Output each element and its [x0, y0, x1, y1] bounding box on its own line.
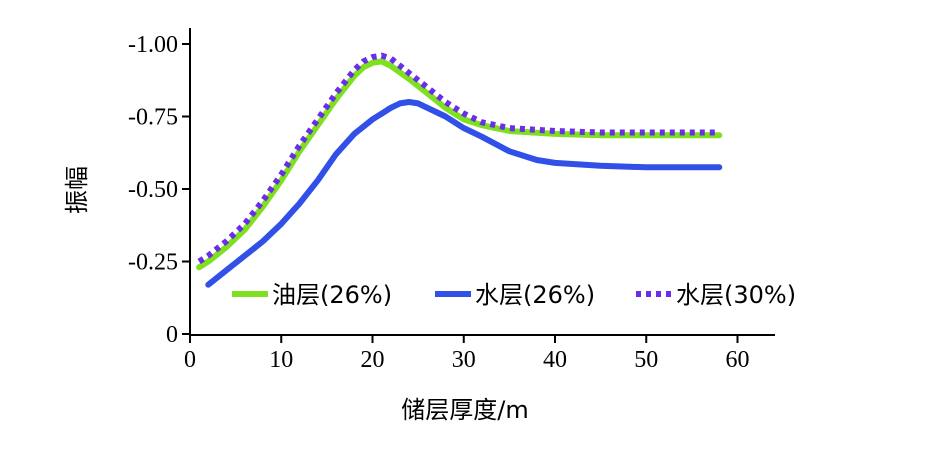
x-tick-label: 40 [543, 347, 567, 373]
x-tick-label: 20 [361, 347, 385, 373]
x-tick-label: 0 [184, 347, 196, 373]
y-axis-title: 振幅 [63, 166, 91, 214]
axes: 0 10 20 30 40 50 60 0 -0.25 -0.50 -0.75 -1.00 [128, 28, 775, 373]
y-tick-label: -1.00 [128, 32, 178, 58]
series-layer [196, 52, 723, 288]
legend: 油层(26%) 水层(26%) 水层(30%) [232, 281, 796, 309]
y-tick-label: -0.25 [128, 250, 178, 276]
y-tick-label: -0.50 [128, 177, 178, 203]
series-line-2 [205, 99, 723, 288]
x-tick-label: 50 [634, 347, 658, 373]
x-tick-label: 10 [269, 347, 293, 373]
x-tick-label: 30 [452, 347, 476, 373]
series-line-3 [197, 52, 720, 265]
y-tick-label: 0 [166, 322, 178, 348]
x-tick-label: 60 [726, 347, 750, 373]
y-tick-label: -0.75 [128, 105, 178, 131]
series-line-1 [196, 58, 723, 271]
x-axis-title: 储层厚度/m [401, 396, 528, 424]
legend-label-2: 水层(26%) [475, 281, 595, 309]
legend-label-3: 水层(30%) [676, 281, 796, 309]
legend-label-1: 油层(26%) [272, 281, 392, 309]
